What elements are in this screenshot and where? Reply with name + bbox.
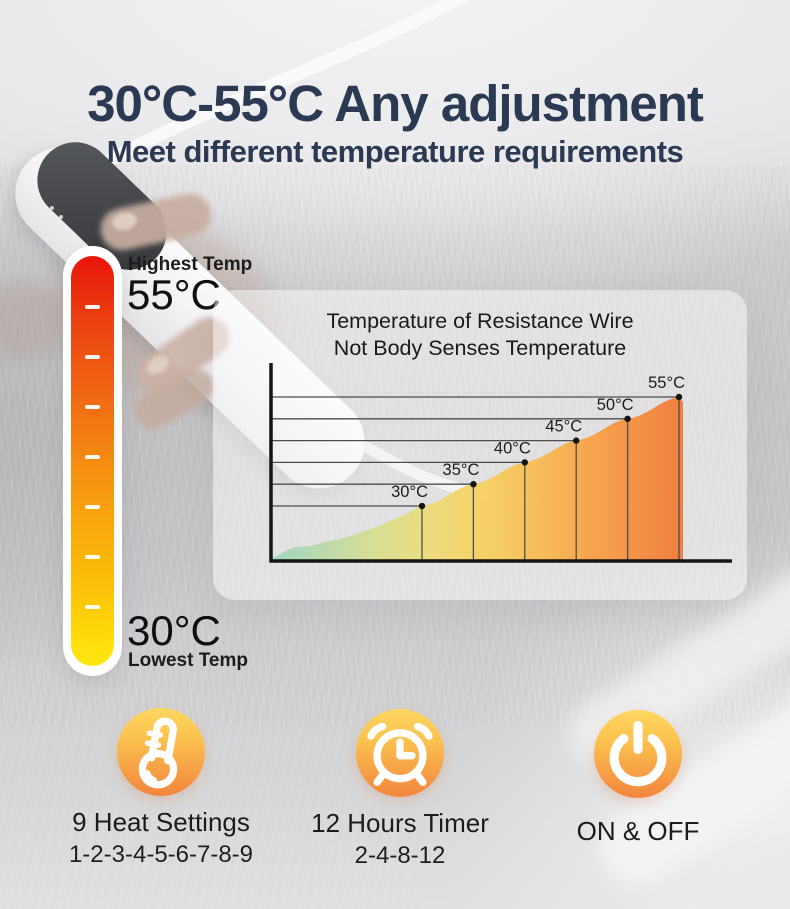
chart-title-line2: Not Body Senses Temperature bbox=[333, 336, 627, 360]
power-icon bbox=[594, 710, 682, 798]
chart-area bbox=[271, 397, 683, 561]
chart-point bbox=[573, 437, 580, 444]
chart-point bbox=[521, 459, 528, 466]
thermometer-tick bbox=[85, 355, 100, 359]
controller-led bbox=[50, 206, 54, 210]
feature-title: 9 Heat Settings bbox=[72, 807, 250, 837]
chart-point-label: 55°C bbox=[648, 374, 685, 392]
feature-title: 12 Hours Timer bbox=[311, 808, 489, 838]
feature-timer: 12 Hours Timer 2-4-8-12 bbox=[300, 709, 500, 870]
feature-detail: 1-2-3-4-5-6-7-8-9 bbox=[68, 841, 254, 868]
thermometer-tick bbox=[85, 605, 100, 609]
lowest-temp-label: Lowest Temp bbox=[128, 650, 248, 671]
chart-point bbox=[675, 393, 683, 401]
feature-title: ON & OFF bbox=[576, 816, 700, 846]
thermometer-tick bbox=[85, 305, 100, 309]
chart-point-label: 40°C bbox=[494, 439, 531, 457]
page-subtitle: Meet different temperature requirements bbox=[106, 134, 684, 169]
highest-temp-value: 55°C bbox=[127, 271, 221, 318]
chart-point-label: 30°C bbox=[391, 483, 428, 501]
chart-point-label: 50°C bbox=[597, 396, 634, 414]
fur-texture-bottom bbox=[0, 700, 420, 909]
lowest-temp-value: 30°C bbox=[127, 607, 221, 654]
thermometer-tick bbox=[85, 555, 100, 559]
thermometer-icon bbox=[117, 708, 205, 796]
chart-title-line1: Temperature of Resistance Wire bbox=[326, 309, 634, 333]
chart-point bbox=[624, 415, 631, 422]
chart-point bbox=[418, 502, 426, 510]
thermometer-tick bbox=[85, 505, 100, 509]
feature-heat-settings: 9 Heat Settings 1-2-3-4-5-6-7-8-9 bbox=[61, 708, 261, 869]
page-title: 30°C-55°C Any adjustment bbox=[87, 75, 704, 132]
thermometer-fill bbox=[71, 256, 114, 666]
chart-point-label: 45°C bbox=[545, 418, 582, 436]
chart-axes bbox=[269, 363, 732, 563]
feature-on-off: ON & OFF bbox=[538, 710, 738, 847]
chart-point bbox=[470, 481, 477, 488]
alarm-clock-icon bbox=[356, 709, 444, 797]
chart-point-label: 35°C bbox=[443, 461, 480, 479]
controller-led bbox=[59, 215, 63, 219]
thermometer-tick bbox=[85, 455, 100, 459]
feature-detail: 2-4-8-12 bbox=[354, 842, 446, 869]
thermometer-tick bbox=[85, 405, 100, 409]
highest-temp-label: Highest Temp bbox=[128, 254, 253, 275]
temperature-chart: 30°C 35°C 40°C 45°C 50°C 55°C bbox=[269, 363, 732, 563]
